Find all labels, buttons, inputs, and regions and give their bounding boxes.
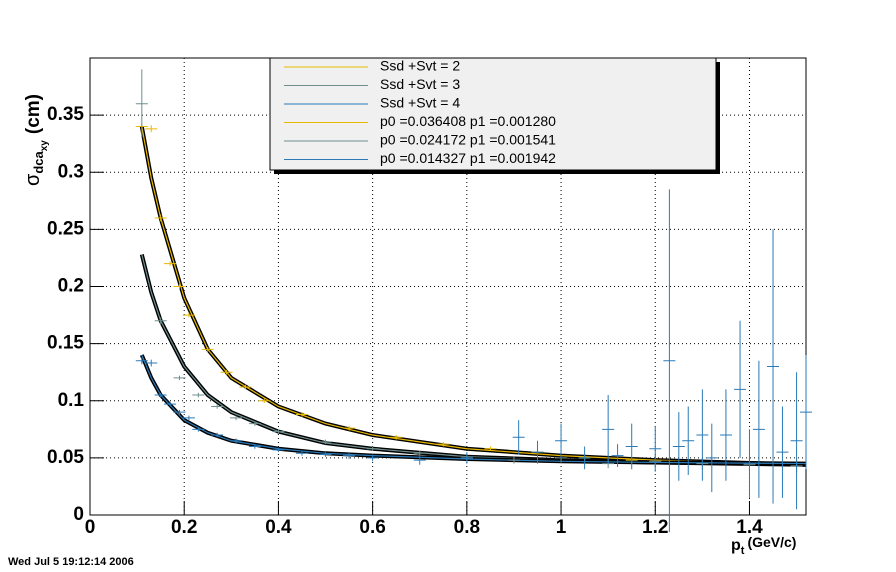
data-point (672, 412, 685, 481)
data-point (578, 446, 591, 470)
data-point (507, 456, 520, 464)
y-tick-label: 0.3 (58, 161, 84, 182)
data-point (460, 452, 473, 464)
x-label-symbol: p (731, 537, 741, 554)
y-label-sub: dca (31, 150, 46, 173)
data-point (776, 406, 789, 498)
data-point (154, 214, 167, 222)
data-point (555, 423, 568, 458)
data-point (182, 415, 195, 421)
x-tick-label: 0 (85, 517, 96, 538)
data-point (484, 446, 497, 452)
data-point (743, 429, 756, 498)
data-point (258, 398, 271, 404)
data-point (649, 425, 662, 472)
data-point (366, 446, 379, 452)
data-point (135, 69, 148, 138)
data-point (625, 423, 638, 470)
data-point (531, 440, 544, 464)
data-point (173, 409, 186, 415)
legend-label: Ssd +Svt = 4 (380, 95, 460, 111)
x-tick-label: 1.4 (736, 517, 763, 538)
data-point (239, 384, 252, 390)
data-point (319, 452, 332, 457)
data-point (343, 452, 356, 460)
data-point (192, 427, 205, 432)
legend-label: Ssd +Svt = 3 (380, 76, 460, 92)
data-point (343, 425, 356, 431)
data-point (145, 125, 158, 133)
data-point (800, 355, 812, 470)
legend-label: p0 =0.014327 p1 =0.001942 (380, 150, 556, 166)
y-label-subsub: xy (39, 140, 50, 152)
footer: Wed Jul 5 19:12:14 2006 (8, 556, 134, 568)
y-tick-label: 0 (73, 504, 84, 525)
data-point (752, 360, 765, 498)
y-tick-label: 0.2 (58, 276, 84, 297)
data-point (413, 451, 426, 456)
x-label-sub: t (741, 545, 745, 557)
data-point (220, 369, 233, 375)
data-point (201, 347, 214, 352)
data-point (663, 189, 676, 533)
data-point (390, 435, 403, 440)
data-point (154, 317, 167, 325)
data-point (145, 359, 158, 367)
x-tick-label: 1 (556, 517, 567, 538)
data-point (173, 284, 186, 289)
y-tick-label: 0.1 (58, 390, 85, 411)
data-point (135, 357, 148, 365)
data-point (230, 415, 243, 421)
x-tick-label: 1.2 (642, 517, 668, 538)
data-point (211, 404, 224, 409)
y-tick-label: 0.35 (47, 104, 84, 125)
data-point (211, 432, 224, 438)
x-tick-label: 0.8 (454, 517, 480, 538)
data-point (696, 389, 709, 481)
data-point (272, 447, 285, 453)
legend-label: Ssd +Svt = 2 (380, 58, 460, 74)
data-point (437, 441, 450, 447)
x-label: pt(GeV/c) (731, 534, 796, 557)
data-point (705, 423, 718, 493)
data-point (154, 392, 167, 398)
data-point (295, 412, 308, 417)
data-point (734, 320, 747, 458)
y-label-symbol: σ (22, 173, 44, 186)
data-point (248, 421, 261, 426)
data-point (173, 375, 186, 381)
data-point (767, 229, 780, 504)
data-point (164, 401, 177, 407)
data-point (248, 444, 261, 449)
legend-label: p0 =0.024172 p1 =0.001541 (380, 132, 556, 148)
y-tick-label: 0.05 (47, 447, 84, 468)
y-label-unit: (cm) (23, 94, 44, 134)
x-label-unit: (GeV/c) (747, 534, 796, 550)
data-point (512, 420, 525, 455)
data-point (413, 455, 426, 465)
legend (269, 57, 717, 171)
data-point (192, 392, 205, 398)
data-point (790, 372, 803, 510)
data-point (602, 395, 615, 464)
data-point (164, 261, 177, 266)
data-point (682, 406, 695, 476)
data-point (272, 429, 285, 434)
data-point (230, 438, 243, 444)
data-point (611, 444, 624, 468)
y-tick-label: 0.25 (47, 218, 84, 239)
data-point (319, 439, 332, 445)
data-point (366, 454, 379, 462)
x-tick-label: 0.6 (359, 517, 385, 538)
x-tick-label: 0.4 (265, 517, 292, 538)
x-tick-label: 0.2 (171, 517, 197, 538)
data-point (295, 451, 308, 456)
y-label: σdcaxy (cm) (22, 94, 49, 186)
data-point (719, 389, 732, 481)
data-point (182, 312, 195, 318)
y-tick-label: 0.15 (47, 333, 84, 354)
legend-label: p0 =0.036408 p1 =0.001280 (380, 113, 556, 129)
